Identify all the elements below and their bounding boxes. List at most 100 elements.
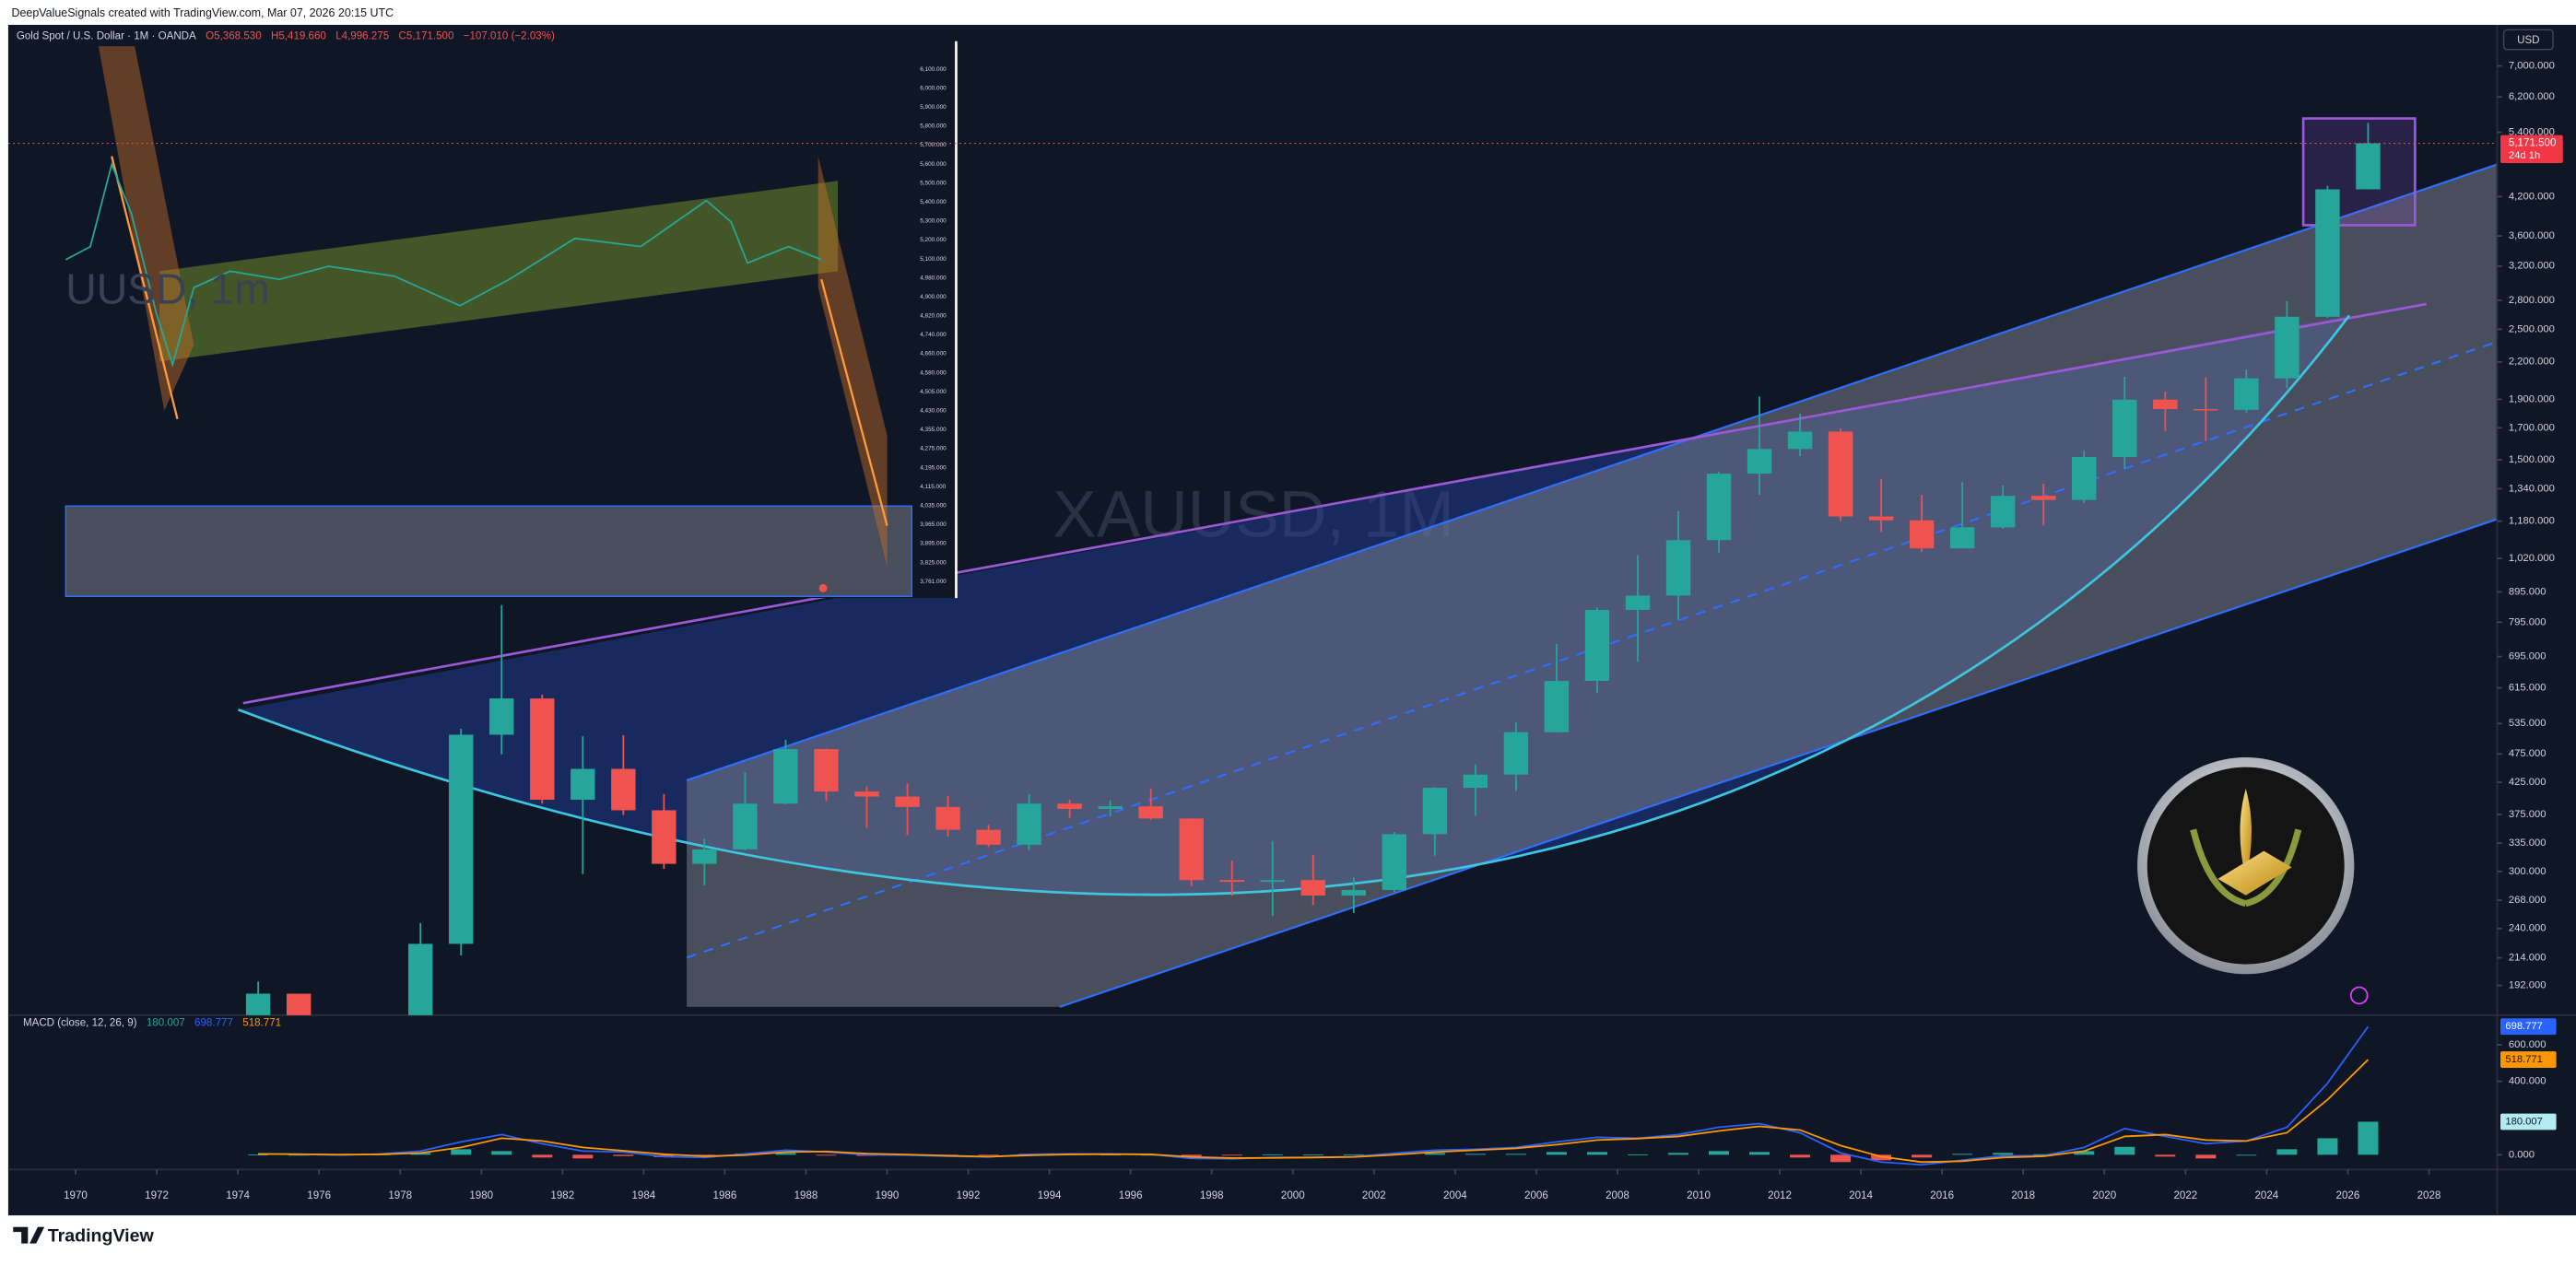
inset-axis-label: 5,200.000: [920, 237, 947, 243]
y-tick-label: 6,200.000: [2509, 91, 2555, 102]
candle-body: [1341, 889, 1367, 896]
inset-axis-label: 3,825.000: [920, 559, 947, 566]
legend-high: H5,419.660: [271, 31, 326, 42]
y-tick-label: 1,340.000: [2509, 483, 2555, 494]
footer-brand: TradingView: [48, 1226, 155, 1247]
inset-icon: [818, 583, 828, 592]
channel-top: [686, 163, 2498, 781]
inset-zone: [65, 505, 913, 597]
badge-laurel: [2190, 828, 2302, 908]
macd-histogram-bar: [1911, 1154, 1933, 1158]
x-tick-label: 2018: [2011, 1190, 2035, 1201]
candle-body: [1949, 527, 1975, 549]
candle-body: [2356, 143, 2381, 190]
legend-change: −107.010 (−2.03%): [464, 31, 555, 42]
x-tick-label: 2006: [1524, 1190, 1548, 1201]
candle-body: [2234, 378, 2259, 410]
macd-value-box: [2500, 1113, 2557, 1130]
macd-histogram-bar: [1586, 1152, 1607, 1155]
axes: 7,000.000 6,200.000 5,400.000 4,200.000 3,60…: [64, 60, 2563, 1201]
candle-body: [2031, 496, 2056, 500]
candle-body: [1138, 806, 1163, 819]
candle-body: [1625, 595, 1651, 611]
macd-value-box: [2500, 1051, 2557, 1068]
x-tick-label: 2020: [2092, 1190, 2116, 1201]
y-tick-label: 1,700.000: [2509, 422, 2555, 433]
macd-value-label: 518.771: [2505, 1054, 2543, 1065]
inset-axis-label: 4,820.000: [920, 313, 947, 320]
macd-value-box: [2500, 1018, 2557, 1036]
candle-body: [1503, 732, 1529, 775]
watermark: XAUUSD, 1M: [1053, 477, 1454, 551]
macd-histogram-bar: [1709, 1151, 1730, 1155]
inset-axis-label: 5,300.000: [920, 218, 947, 225]
legend-low: L4,996.275: [335, 31, 389, 42]
candle-body: [1260, 880, 1285, 883]
candle-body: [1544, 680, 1570, 732]
inset-axis-label: 3,761.000: [920, 579, 947, 585]
inset-axis-label: 5,700.000: [920, 142, 947, 148]
macd-histogram-bar: [1181, 1154, 1202, 1156]
candle-body: [1828, 431, 1853, 517]
last-price-label: 5,171.500: [2509, 138, 2557, 149]
x-tick-label: 2028: [2417, 1190, 2441, 1201]
x-tick-label: 1974: [226, 1190, 250, 1201]
macd-histogram-bar: [1627, 1154, 1648, 1155]
macd-histogram-bar: [1262, 1154, 1283, 1155]
y-tick-label: 695.000: [2509, 651, 2547, 662]
y-tick-label: 300.000: [2509, 866, 2547, 877]
candle-body: [935, 806, 960, 830]
legend-symbol: Gold Spot / U.S. Dollar · 1M · OANDA: [17, 31, 196, 42]
inset-axis-label: 4,660.000: [920, 351, 947, 357]
y-tick-label: 425.000: [2509, 777, 2547, 788]
x-tick-label: 1992: [957, 1190, 981, 1201]
inset-axis-label: 5,400.000: [920, 199, 947, 205]
y-tick-label: 192.000: [2509, 980, 2547, 991]
macd-histogram-bar: [2358, 1121, 2379, 1155]
y-tick-label: 535.000: [2509, 718, 2547, 729]
candle-body: [1300, 880, 1325, 896]
y-tick-label: 1,020.000: [2509, 553, 2555, 564]
candle-body: [854, 791, 879, 797]
inset-channel: [159, 181, 839, 362]
legend-open: O5,368.530: [206, 31, 262, 42]
candle-body: [652, 810, 676, 864]
candle-body: [1706, 474, 1732, 541]
y-tick-label: 475.000: [2509, 748, 2547, 759]
macd-histogram-bar: [1749, 1152, 1770, 1155]
footer-logo-mark: [13, 1226, 45, 1244]
macd-histogram-bar: [2033, 1154, 2054, 1155]
macd-histogram-bar: [2317, 1138, 2338, 1155]
currency: USD: [2517, 35, 2539, 46]
candle-body: [733, 803, 758, 849]
candle-body: [408, 943, 433, 1015]
macd-histogram-bar: [2276, 1149, 2298, 1155]
inset-axis-label: 4,980.000: [920, 275, 947, 281]
macd-histogram-bar: [572, 1154, 594, 1159]
candle-body: [1463, 774, 1488, 789]
inset-axis-label: 4,275.000: [920, 446, 947, 452]
macd-histogram-bar: [775, 1153, 796, 1155]
candle-body: [2112, 399, 2137, 457]
candle-body: [2315, 189, 2340, 317]
y-tick-label: 4,200.000: [2509, 191, 2555, 202]
macd-histogram-bar: [1546, 1152, 1567, 1155]
x-tick-label: 1986: [713, 1190, 737, 1201]
x-tick-label: 2000: [1281, 1190, 1305, 1201]
channel-mid: [686, 340, 2498, 959]
header: DeepValueSignals created with TradingVie…: [11, 6, 394, 19]
y-tick-label: 2,800.000: [2509, 295, 2555, 306]
macd-line-value: 698.777: [194, 1018, 233, 1029]
inset-axis-label: 4,355.000: [920, 427, 947, 433]
candle-body: [773, 749, 798, 804]
inset-axis-label: 5,500.000: [920, 180, 947, 186]
inset-axis-label: 5,100.000: [920, 256, 947, 263]
x-tick-label: 2026: [2336, 1190, 2360, 1201]
macd-histogram-bar: [1790, 1154, 1811, 1158]
y-tick-label: 5,400.000: [2509, 127, 2555, 138]
macd-histogram-bar: [816, 1154, 837, 1156]
macd-histogram-bar: [451, 1149, 472, 1155]
inset-axis-label: 5,600.000: [920, 161, 947, 168]
macd-histogram-bar: [1221, 1154, 1242, 1156]
inset-axis-label: 4,580.000: [920, 369, 947, 376]
